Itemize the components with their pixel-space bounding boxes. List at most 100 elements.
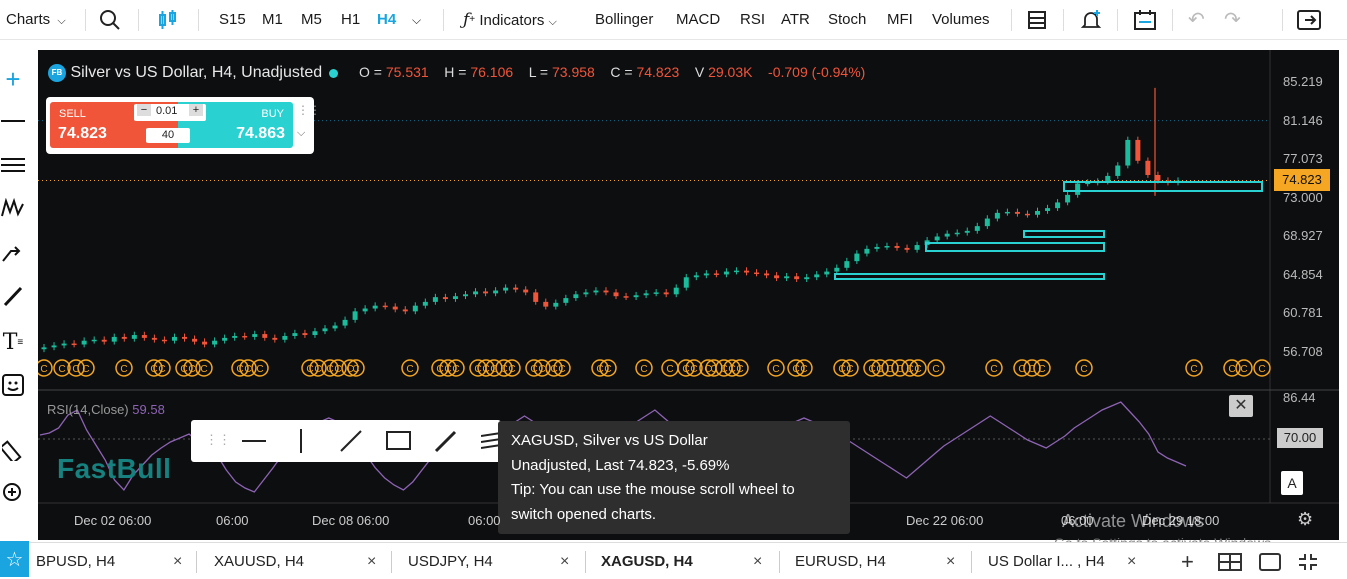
- chart-tab[interactable]: EURUSD, H4: [795, 553, 886, 570]
- pattern-icon[interactable]: [0, 195, 26, 221]
- close-pane-button[interactable]: ✕: [1229, 395, 1253, 417]
- layout-button[interactable]: [1027, 0, 1047, 40]
- vertical-line-icon[interactable]: [291, 428, 311, 454]
- emoji-icon[interactable]: [0, 372, 26, 398]
- split-layout-icon[interactable]: [1218, 553, 1242, 571]
- charts-menu-button[interactable]: Charts ⌵: [6, 0, 66, 40]
- candle-body: [904, 247, 910, 250]
- redo-icon[interactable]: ↷: [1224, 9, 1241, 31]
- candle-body: [523, 289, 529, 293]
- horizontal-line-icon[interactable]: [0, 108, 26, 134]
- dividend-marker-label: C: [1080, 364, 1087, 375]
- volume-label: V: [694, 64, 705, 80]
- candle-body: [894, 246, 900, 248]
- undo-icon[interactable]: ↶: [1188, 9, 1205, 31]
- time-axis[interactable]: Dec 02 06:00 06:00 Dec 08 06:00 06:00 Dec 22…: [38, 503, 1270, 540]
- prediction-icon[interactable]: [0, 240, 26, 266]
- tab-close-icon[interactable]: ×: [367, 553, 377, 570]
- floating-draw-toolbar: ⋮⋮: [191, 420, 501, 462]
- tab-close-icon[interactable]: ×: [173, 553, 183, 570]
- price-scale[interactable]: 85.219 81.146 77.073 73.000 68.927 64.854 60.7…: [1270, 50, 1339, 390]
- divider: [443, 9, 444, 31]
- candle-body: [764, 273, 770, 276]
- indicators-button[interactable]: ƒ+ Indicators ⌵: [463, 0, 557, 40]
- auto-scale-button[interactable]: A: [1281, 471, 1303, 495]
- brush-icon[interactable]: [433, 429, 459, 453]
- timeframe-h4[interactable]: H4: [377, 11, 397, 28]
- indicator-macd-button[interactable]: MACD: [676, 11, 721, 28]
- indicator-stoch-button[interactable]: Stoch: [828, 11, 867, 28]
- add-tab-button[interactable]: +: [1181, 549, 1194, 574]
- indicator-mfi-button[interactable]: MFI: [887, 11, 913, 28]
- lot-stepper[interactable]: − 0.01 +: [134, 104, 206, 121]
- indicator-atr-button[interactable]: ATR: [781, 11, 810, 28]
- dividend-marker-label: C: [932, 364, 939, 375]
- timeframe-h1[interactable]: H1: [341, 11, 361, 28]
- channel-icon[interactable]: [0, 152, 26, 178]
- price-tick-label: 68.927: [1283, 228, 1323, 244]
- candle-body: [322, 328, 328, 332]
- trend-line-icon[interactable]: [339, 429, 363, 453]
- search-button[interactable]: [99, 0, 121, 40]
- window-icon[interactable]: [1259, 553, 1281, 571]
- rectangle-icon[interactable]: [386, 430, 412, 452]
- dividend-marker-icon: [545, 359, 563, 377]
- chart-tab[interactable]: BPUSD, H4: [36, 553, 116, 570]
- price-chart[interactable]: C C C C C C C C C C C C C C C C C CC C C C C C C C C C C C C C C C C C C C CC…: [38, 50, 1339, 540]
- crosshair-icon[interactable]: +: [5, 63, 21, 94]
- zoom-in-icon[interactable]: [0, 480, 26, 506]
- candle-type-button[interactable]: [157, 0, 179, 40]
- function-icon: ƒ: [463, 10, 470, 30]
- chart-tab[interactable]: US Dollar I... , H4: [988, 553, 1105, 570]
- price-tick-label: 85.219: [1283, 74, 1323, 89]
- collapse-icon[interactable]: [1298, 553, 1318, 571]
- timeframe-s15[interactable]: S15: [219, 11, 246, 28]
- plus-icon: +: [469, 14, 476, 25]
- dividend-marker-label: C: [120, 364, 127, 375]
- lot-minus-button[interactable]: −: [137, 104, 151, 116]
- tab-close-icon[interactable]: ×: [946, 553, 956, 570]
- dividend-marker-icon: [553, 359, 571, 377]
- chart-tab[interactable]: XAUUSD, H4: [214, 553, 305, 570]
- exit-fullscreen-button[interactable]: [1297, 0, 1321, 40]
- candle-body: [292, 333, 298, 336]
- candle-body: [131, 335, 137, 339]
- text-icon[interactable]: T ≡: [2, 329, 24, 355]
- timeframe-m1[interactable]: M1: [262, 11, 283, 28]
- calendar-button[interactable]: [1133, 0, 1157, 40]
- lot-value[interactable]: 0.01: [156, 105, 178, 117]
- candle-body: [593, 290, 599, 293]
- alert-button[interactable]: [1080, 0, 1102, 40]
- tab-close-icon[interactable]: ×: [1127, 553, 1137, 570]
- candle-body: [242, 335, 248, 338]
- indicator-volumes-button[interactable]: Volumes: [932, 11, 990, 28]
- tab-close-icon[interactable]: ×: [753, 553, 763, 570]
- indicator-rsi-button[interactable]: RSI: [740, 11, 766, 28]
- candle-body: [723, 271, 729, 275]
- timeframe-more-chevron-icon[interactable]: ⌵: [412, 13, 422, 27]
- horizontal-line-icon[interactable]: [241, 431, 267, 451]
- drag-handle-icon[interactable]: ⋮⋮: [297, 103, 321, 117]
- symbol-title: Silver vs US Dollar, H4, Unadjusted: [70, 64, 323, 81]
- chart-tab[interactable]: USDJPY, H4: [408, 553, 493, 570]
- dividend-marker-icon: [901, 359, 919, 377]
- dividend-marker-label: C: [40, 364, 47, 375]
- tab-close-icon[interactable]: ×: [560, 553, 570, 570]
- time-tick-label: 06:00: [468, 513, 501, 528]
- exit-icon: [1297, 10, 1321, 31]
- favorites-button[interactable]: ☆: [0, 541, 29, 577]
- brush-icon[interactable]: [0, 283, 26, 309]
- open-label: O: [359, 64, 370, 80]
- ruler-icon[interactable]: [0, 437, 26, 463]
- chart-tab[interactable]: XAGUSD, H4: [601, 543, 693, 579]
- drag-handle-icon[interactable]: ⋮⋮: [205, 432, 231, 447]
- dividend-marker-icon: [341, 359, 359, 377]
- channel-icon[interactable]: [481, 431, 501, 451]
- timeframe-m5[interactable]: M5: [301, 11, 322, 28]
- chevron-down-icon[interactable]: ⌵: [297, 127, 306, 139]
- indicator-bollinger-button[interactable]: Bollinger: [595, 11, 654, 28]
- settings-icon[interactable]: ⚙: [1297, 509, 1314, 529]
- tab-divider: [391, 551, 392, 573]
- lot-plus-button[interactable]: +: [189, 104, 203, 116]
